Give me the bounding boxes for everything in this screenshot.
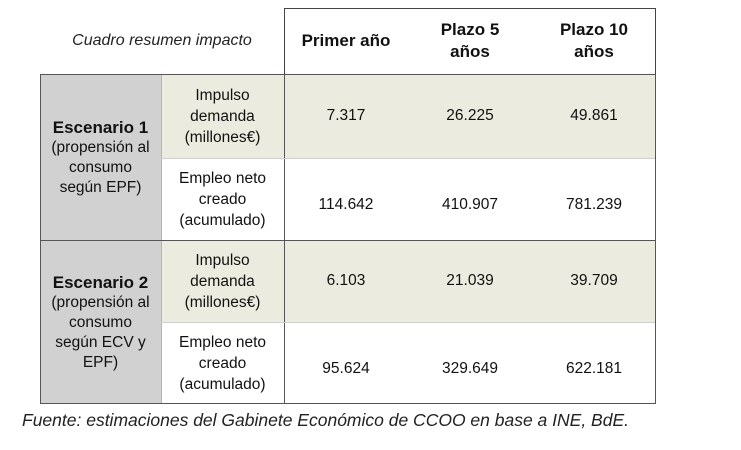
scenario-title: Escenario 2 (52, 272, 149, 292)
row-label-line: (acumulado) (179, 375, 266, 393)
table-cell: 39.709 (532, 240, 656, 322)
table-caption: Cuadro resumen impacto (72, 32, 252, 49)
column-header-line: años (574, 42, 614, 61)
table-cell: 21.039 (408, 240, 532, 322)
scenario-subtitle-line: según EPF) (59, 178, 142, 196)
column-header-line: años (450, 42, 490, 61)
column-header-line: Primer año (301, 31, 391, 50)
row-label-line: demanda (190, 272, 255, 290)
row-label-line: creado (198, 354, 247, 372)
table-cell: 26.225 (408, 74, 532, 158)
scenario-subtitle-line: consumo (69, 313, 132, 331)
column-header-plazo-10: Plazo 10 años (532, 8, 656, 74)
source-note: Fuente: estimaciones del Gabinete Económ… (22, 409, 629, 430)
table-cell: 329.649 (441, 360, 499, 377)
scenario-divider (40, 240, 656, 241)
row-label-empleo-1: Empleo neto creado (acumulado) (161, 158, 284, 240)
row-label-line: (acumulado) (179, 211, 266, 229)
scenario-2-header: Escenario 2 (propensión al consumo según… (40, 240, 161, 404)
table-cell: 7.317 (284, 74, 408, 158)
row-label-impulso-1: Impulso demanda (millones€) (161, 74, 284, 158)
table-cell: 49.861 (532, 74, 656, 158)
row-label-line: Impulso (195, 86, 250, 104)
header-border (284, 8, 656, 74)
table-cell: 114.642 (318, 196, 374, 213)
column-header-plazo-5: Plazo 5 años (408, 8, 532, 74)
table-cell: 95.624 (322, 360, 370, 377)
table-cell: 781.239 (565, 196, 623, 213)
table-cell: 410.907 (441, 196, 499, 213)
row-label-empleo-2: Empleo neto creado (acumulado) (161, 322, 284, 404)
row-label-line: Impulso (195, 251, 250, 269)
scenario-subtitle-line: (propensión al (51, 293, 150, 311)
table-cell: 622.181 (565, 360, 623, 377)
column-header-line: Plazo 10 (559, 20, 629, 39)
row-divider (161, 158, 656, 159)
row-label-line: Empleo neto (178, 333, 267, 351)
column-divider (284, 74, 285, 404)
column-header-line: Plazo 5 (440, 20, 500, 39)
row-divider (161, 322, 656, 323)
column-header-primer-ano: Primer año (284, 8, 408, 74)
scenario-subtitle-line: según ECV y (55, 333, 146, 351)
row-label-line: (millones€) (184, 293, 261, 311)
scenario-subtitle-line: EPF) (82, 353, 119, 371)
row-label-impulso-2: Impulso demanda (millones€) (161, 240, 284, 322)
scenario-title: Escenario 1 (52, 117, 149, 137)
row-label-line: (millones€) (184, 128, 261, 146)
table-cell: 6.103 (284, 240, 408, 322)
row-label-line: demanda (190, 107, 255, 125)
scenario-1-header: Escenario 1 (propensión al consumo según… (40, 74, 161, 240)
column-divider (161, 74, 162, 404)
scenario-subtitle-line: (propensión al (51, 138, 150, 156)
row-label-line: Empleo neto (178, 169, 267, 187)
scenario-subtitle-line: consumo (69, 158, 132, 176)
row-label-line: creado (198, 190, 247, 208)
